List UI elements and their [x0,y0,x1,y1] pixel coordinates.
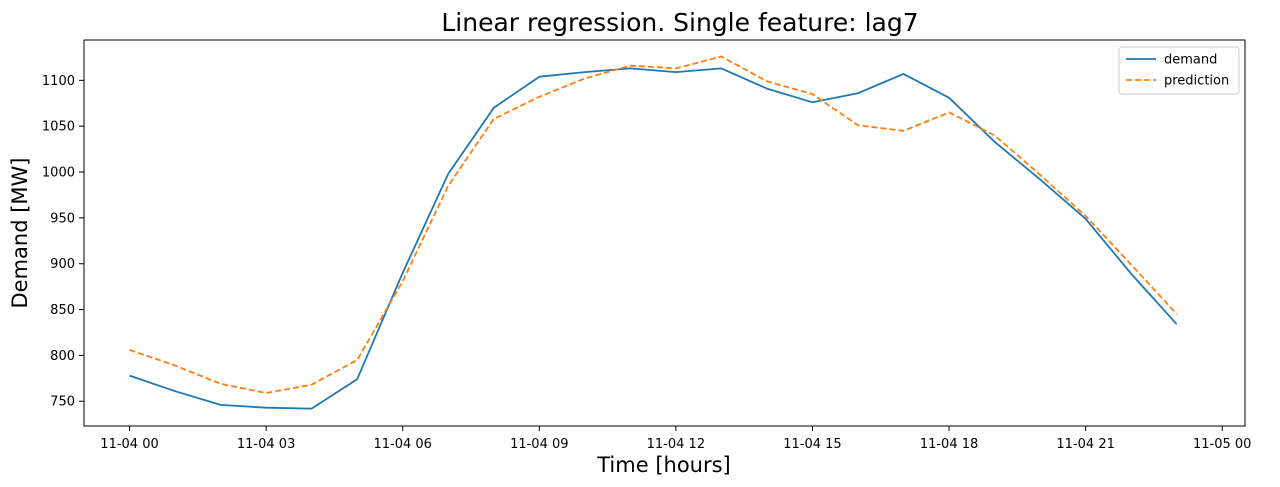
x-tick-label: 11-04 15 [783,437,841,452]
x-tick-label: 11-04 06 [373,437,431,452]
y-axis-label: Demand [MW] [8,158,32,309]
legend: demand prediction [1118,46,1240,95]
x-tick-label: 11-04 18 [920,437,978,452]
x-axis-label: Time [hours] [596,453,731,477]
chart-title: Linear regression. Single feature: lag7 [441,8,918,37]
y-tick-label: 850 [50,303,75,318]
x-tick-label: 11-04 09 [510,437,568,452]
x-tick-label: 11-04 21 [1056,437,1114,452]
x-tick-label: 11-04 12 [647,437,705,452]
series-group [129,55,1178,410]
y-tick-label: 900 [50,257,75,272]
x-tick-label: 11-04 00 [100,437,158,452]
y-tick-label: 1100 [42,74,75,89]
y-tick-label: 1050 [42,120,75,135]
series-line-prediction [129,55,1178,394]
legend-prediction-label: prediction [1164,74,1229,89]
y-axis-ticks: 750 800 850 900 950 1000 1050 1100 [42,74,84,410]
x-tick-label: 11-04 03 [237,437,295,452]
plot-area [83,39,1246,427]
y-tick-label: 1000 [42,166,75,181]
y-tick-label: 950 [50,211,75,226]
y-tick-label: 750 [50,395,75,410]
x-axis-ticks: 11-04 00 11-04 03 11-04 06 11-04 09 11-04 12… [100,426,1251,452]
series-line-demand [129,67,1178,410]
x-tick-label: 11-05 00 [1193,437,1251,452]
legend-demand-label: demand [1164,53,1217,68]
y-tick-label: 800 [50,349,75,364]
